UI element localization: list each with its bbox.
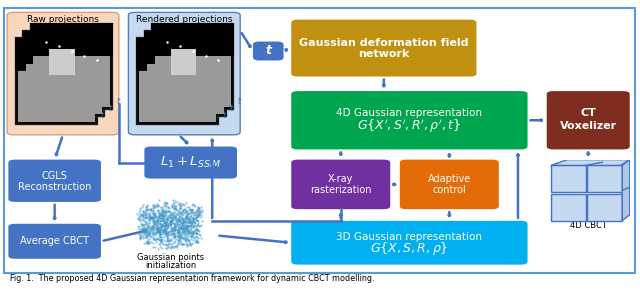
FancyBboxPatch shape [33, 56, 110, 107]
FancyBboxPatch shape [547, 91, 630, 149]
Text: X-ray: X-ray [328, 174, 353, 184]
Text: t: t [265, 45, 271, 57]
FancyBboxPatch shape [253, 42, 284, 60]
Text: Reconstruction: Reconstruction [18, 182, 92, 192]
FancyBboxPatch shape [136, 37, 219, 125]
FancyBboxPatch shape [291, 20, 476, 76]
Text: network: network [358, 50, 410, 59]
FancyBboxPatch shape [291, 91, 527, 149]
Text: $G\{X, S, R, \rho\}$: $G\{X, S, R, \rho\}$ [370, 240, 449, 257]
FancyBboxPatch shape [8, 160, 101, 202]
Text: 3D Gaussian representation: 3D Gaussian representation [337, 232, 483, 242]
Text: Raw projections: Raw projections [27, 15, 99, 24]
Text: t: t [230, 104, 233, 113]
FancyBboxPatch shape [156, 63, 180, 90]
FancyBboxPatch shape [15, 37, 98, 125]
Text: 4D Gaussian representation: 4D Gaussian representation [337, 108, 483, 118]
Text: Voxelizer: Voxelizer [559, 120, 617, 130]
Text: $G\{X^{\prime}, S^{\prime}, R^{\prime}, \rho^{\prime}, t\}$: $G\{X^{\prime}, S^{\prime}, R^{\prime}, … [358, 117, 461, 135]
FancyBboxPatch shape [30, 23, 113, 110]
Text: Gaussian deformation field: Gaussian deformation field [299, 38, 468, 48]
FancyBboxPatch shape [400, 160, 499, 209]
Text: t: t [222, 111, 225, 120]
Text: Adaptive: Adaptive [428, 174, 471, 184]
FancyBboxPatch shape [15, 38, 98, 70]
FancyBboxPatch shape [18, 71, 95, 122]
Text: t: t [109, 104, 112, 113]
Text: Fig. 1.  The proposed 4D Gaussian representation framework for dynamic CBCT mode: Fig. 1. The proposed 4D Gaussian represe… [10, 274, 375, 283]
FancyBboxPatch shape [42, 56, 67, 82]
FancyBboxPatch shape [163, 56, 188, 82]
FancyBboxPatch shape [34, 63, 60, 90]
FancyBboxPatch shape [129, 12, 240, 135]
FancyBboxPatch shape [152, 23, 234, 56]
Text: Rendered projections: Rendered projections [136, 15, 232, 24]
FancyBboxPatch shape [145, 146, 237, 178]
FancyBboxPatch shape [22, 30, 106, 117]
FancyBboxPatch shape [291, 160, 390, 209]
FancyBboxPatch shape [140, 71, 216, 122]
FancyBboxPatch shape [155, 56, 231, 107]
Text: $L_1 + L_{SSIM}$: $L_1 + L_{SSIM}$ [160, 155, 221, 170]
FancyBboxPatch shape [171, 49, 196, 75]
FancyBboxPatch shape [4, 8, 635, 273]
Text: t: t [237, 97, 241, 106]
FancyBboxPatch shape [30, 23, 113, 56]
Text: rasterization: rasterization [310, 185, 371, 195]
Text: Average CBCT: Average CBCT [20, 236, 89, 246]
FancyBboxPatch shape [144, 31, 227, 63]
FancyBboxPatch shape [152, 23, 234, 110]
FancyBboxPatch shape [7, 12, 119, 135]
Text: t: t [116, 97, 120, 106]
Text: CGLS: CGLS [42, 171, 68, 180]
FancyBboxPatch shape [291, 221, 527, 265]
Text: 4D CBCT: 4D CBCT [570, 221, 607, 230]
Text: initialization: initialization [145, 261, 196, 270]
FancyBboxPatch shape [26, 64, 102, 115]
FancyBboxPatch shape [22, 31, 106, 63]
Text: t: t [101, 111, 104, 120]
FancyBboxPatch shape [136, 38, 219, 70]
FancyBboxPatch shape [8, 224, 101, 259]
Text: CT: CT [580, 108, 596, 118]
FancyBboxPatch shape [49, 49, 75, 75]
Text: control: control [433, 185, 466, 195]
FancyBboxPatch shape [144, 30, 227, 117]
FancyBboxPatch shape [147, 64, 223, 115]
Text: Gaussian points: Gaussian points [137, 253, 204, 263]
